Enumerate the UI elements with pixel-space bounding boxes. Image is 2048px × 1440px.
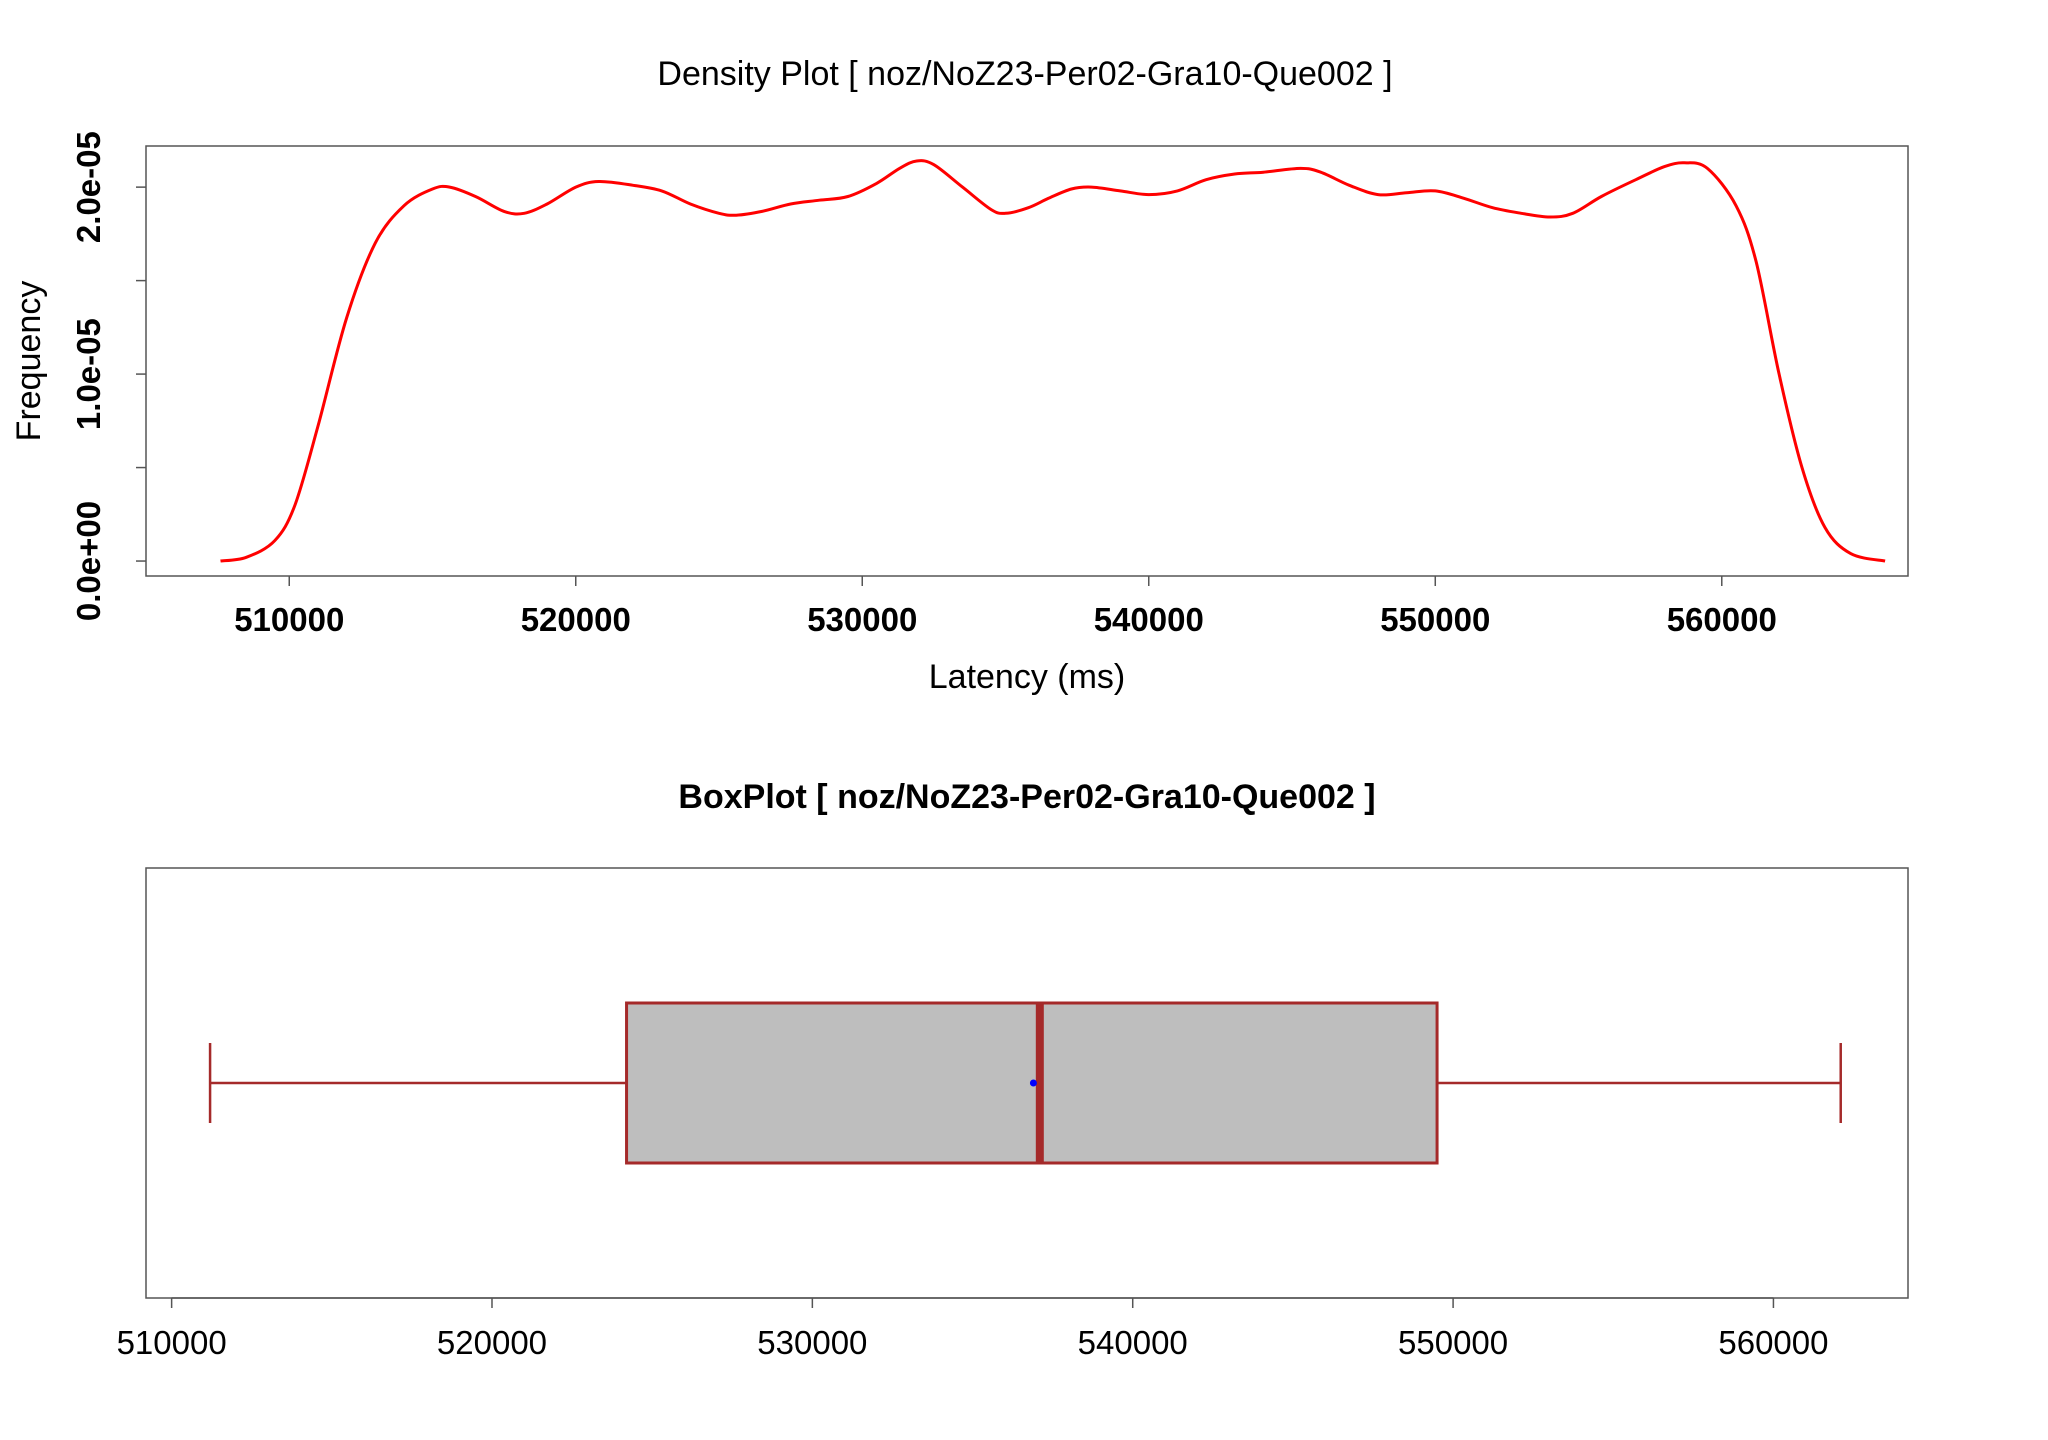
density-y-axis: 0.0e+00 1.0e-05 2.0e-05 [70,131,146,621]
density-y-tick-label: 0.0e+00 [70,501,107,621]
boxplot-x-tick-label: 520000 [437,1324,547,1361]
density-x-tick-label: 520000 [521,601,631,638]
density-x-tick-label: 540000 [1094,601,1204,638]
boxplot-x-tick-label: 550000 [1398,1324,1508,1361]
boxplot-x-tick-label: 540000 [1078,1324,1188,1361]
density-y-label: Frequency [10,281,48,442]
density-y-tick-label: 2.0e-05 [70,131,107,243]
density-x-tick-label: 530000 [807,601,917,638]
boxplot-x-tick-label: 560000 [1718,1324,1828,1361]
density-series-line [220,159,1886,563]
density-x-tick-label: 560000 [1667,601,1777,638]
boxplot-x-tick-label: 510000 [117,1324,227,1361]
density-x-tick-label: 510000 [234,601,344,638]
boxplot-mean-point [1029,1079,1037,1087]
density-x-label: Latency (ms) [929,658,1126,696]
boxplot-x-axis: 510000 520000 530000 540000 550000 560000 [117,1297,1829,1361]
density-title: Density Plot [ noz/NoZ23-Per02-Gra10-Que… [657,55,1392,93]
boxplot-marks [208,1001,1842,1165]
density-y-tick-label: 1.0e-05 [70,318,107,430]
density-plot-frame [145,145,1909,577]
boxplot-title: BoxPlot [ noz/NoZ23-Per02-Gra10-Que002 ] [678,778,1375,816]
density-x-axis: 510000 520000 530000 540000 550000 560000 [234,576,1777,638]
density-x-tick-label: 550000 [1380,601,1490,638]
boxplot-x-tick-label: 530000 [757,1324,867,1361]
